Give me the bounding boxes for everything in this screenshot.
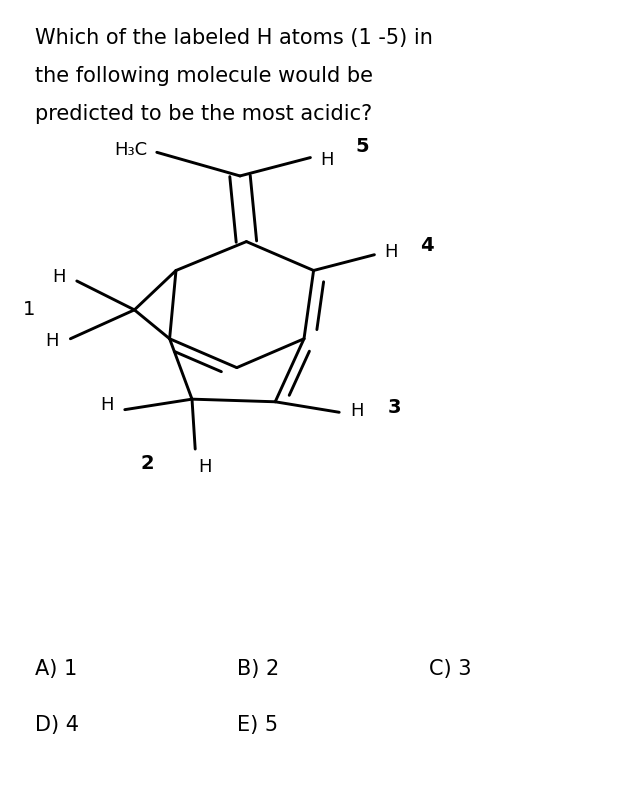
Text: E) 5: E) 5 <box>237 715 278 735</box>
Text: H: H <box>198 458 212 477</box>
Text: 1: 1 <box>22 301 35 319</box>
Text: predicted to be the most acidic?: predicted to be the most acidic? <box>35 104 372 124</box>
Text: A) 1: A) 1 <box>35 659 77 679</box>
Text: 2: 2 <box>140 454 154 473</box>
Text: 5: 5 <box>355 137 369 155</box>
Text: B) 2: B) 2 <box>237 659 279 679</box>
Text: H: H <box>45 332 59 351</box>
Text: C) 3: C) 3 <box>429 659 471 679</box>
Text: H: H <box>52 267 65 286</box>
Text: D) 4: D) 4 <box>35 715 79 735</box>
Text: H: H <box>100 397 113 415</box>
Text: 4: 4 <box>420 236 434 255</box>
Text: H₃C: H₃C <box>114 141 147 158</box>
Text: 3: 3 <box>387 398 401 417</box>
Text: H: H <box>384 243 397 261</box>
Text: Which of the labeled H atoms (1 -5) in: Which of the labeled H atoms (1 -5) in <box>35 28 433 48</box>
Text: the following molecule would be: the following molecule would be <box>35 66 373 86</box>
Text: H: H <box>351 402 364 420</box>
Text: H: H <box>320 151 333 169</box>
